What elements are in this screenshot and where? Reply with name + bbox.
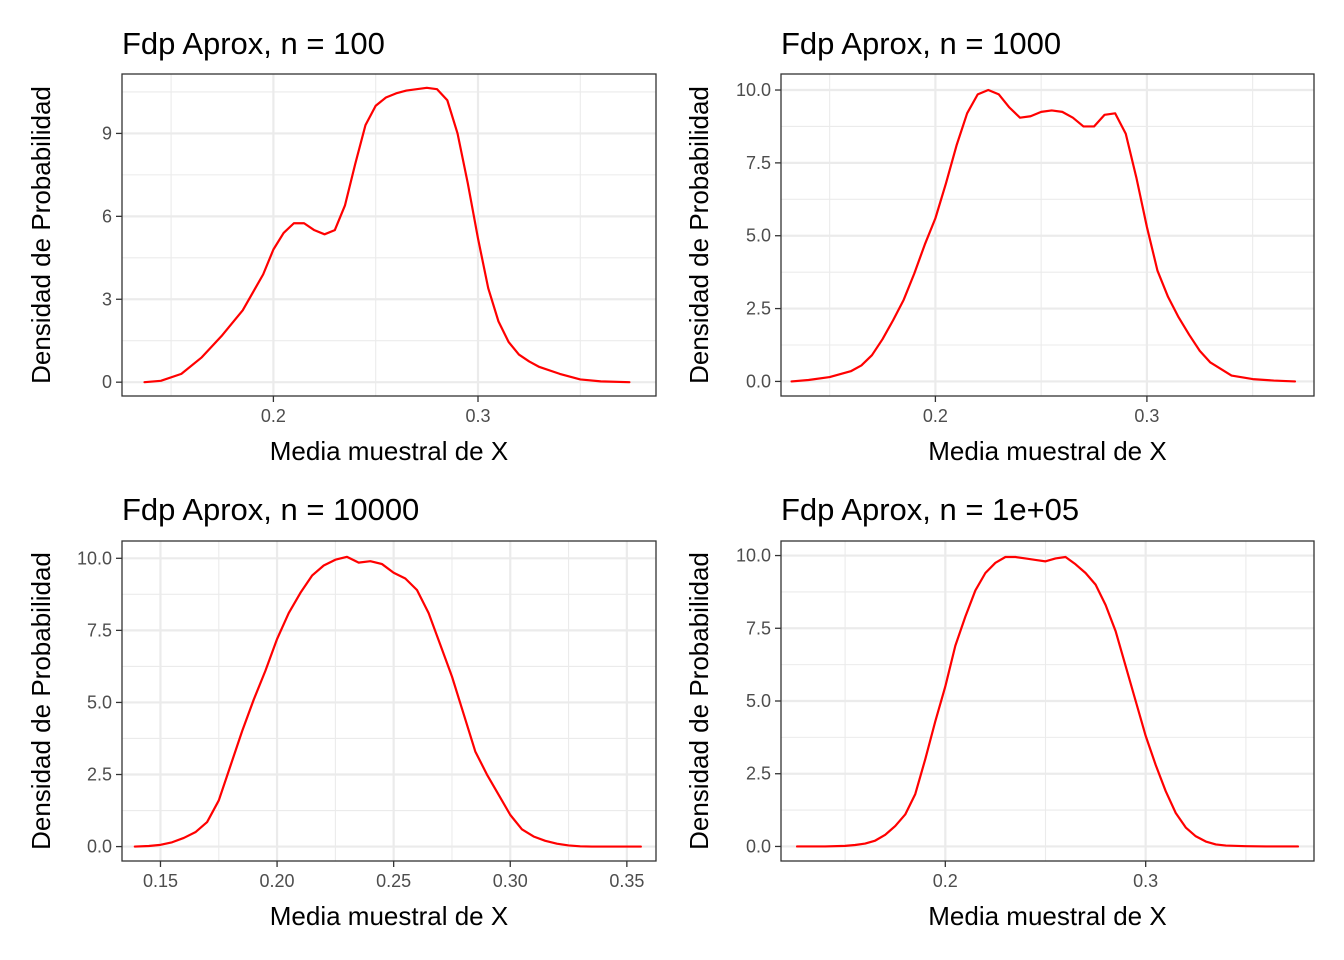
y-tick-label: 0.0	[746, 836, 771, 856]
y-tick-label: 10.0	[736, 546, 771, 566]
x-tick-label: 0.35	[609, 871, 644, 891]
panel-2: 0.2 0.3 0.0 2.5 5.0 7.5 10.0 Fdp Aprox, n = 100…	[684, 26, 1315, 466]
y-tick-label: 0.0	[87, 837, 112, 857]
y-tick-label: 7.5	[87, 620, 112, 640]
panel-border	[780, 73, 1315, 397]
panel-border	[121, 73, 657, 397]
y-axis-label: Densidad de Probabilidad	[684, 552, 714, 850]
y-tick-label: 9	[102, 123, 112, 143]
y-tick-label: 7.5	[746, 153, 771, 173]
x-axis-label: Media muestral de X	[928, 901, 1166, 931]
x-axis-label: Media muestral de X	[270, 436, 508, 466]
density-curve	[790, 88, 1297, 383]
x-tick-label: 0.2	[923, 406, 948, 426]
y-tick-label: 5.0	[746, 691, 771, 711]
x-tick-label: 0.2	[933, 871, 958, 891]
x-axis-label: Media muestral de X	[928, 436, 1166, 466]
y-tick-label: 5.0	[87, 692, 112, 712]
x-tick-label: 0.3	[1134, 406, 1159, 426]
panel-title: Fdp Aprox, n = 1000	[781, 26, 1061, 61]
x-tick-label: 0.20	[260, 871, 295, 891]
y-tick-label: 10.0	[77, 548, 112, 568]
y-tick-label: 5.0	[746, 226, 771, 246]
panel-title: Fdp Aprox, n = 10000	[122, 492, 419, 527]
y-axis-label: Densidad de Probabilidad	[26, 552, 56, 850]
y-tick-label: 6	[102, 206, 112, 226]
panel-title: Fdp Aprox, n = 100	[122, 26, 385, 61]
density-curve	[133, 555, 642, 848]
y-tick-label: 0.0	[746, 371, 771, 391]
y-tick-label: 2.5	[746, 764, 771, 784]
y-tick-label: 2.5	[746, 299, 771, 319]
y-tick-label: 2.5	[87, 765, 112, 785]
y-tick-label: 7.5	[746, 618, 771, 638]
y-tick-label: 10.0	[736, 80, 771, 100]
x-axis-label: Media muestral de X	[270, 901, 508, 931]
y-axis-label: Densidad de Probabilidad	[684, 86, 714, 384]
panel-3: 0.15 0.20 0.25 0.30 0.35 0.0 2.5 5.0 7.5 10.0 Fdp …	[26, 492, 657, 931]
x-tick-label: 0.25	[376, 871, 411, 891]
x-tick-label: 0.15	[143, 871, 178, 891]
y-tick-label: 3	[102, 289, 112, 309]
x-tick-label: 0.3	[1133, 871, 1158, 891]
panel-border	[121, 540, 657, 862]
y-axis-label: Densidad de Probabilidad	[26, 86, 56, 384]
density-curve	[795, 555, 1300, 848]
x-tick-label: 0.3	[465, 406, 490, 426]
x-tick-label: 0.30	[493, 871, 528, 891]
y-tick-label: 0	[102, 372, 112, 392]
panel-1: 0.2 0.3 0 3 6 9 Fdp Aprox, n = 100 Media muestr…	[26, 26, 657, 466]
density-curve	[143, 86, 631, 384]
x-tick-label: 0.2	[261, 406, 286, 426]
panel-title: Fdp Aprox, n = 1e+05	[781, 492, 1079, 527]
panel-4: 0.2 0.3 0.0 2.5 5.0 7.5 10.0 Fdp Aprox, n = 1e+…	[684, 492, 1315, 931]
